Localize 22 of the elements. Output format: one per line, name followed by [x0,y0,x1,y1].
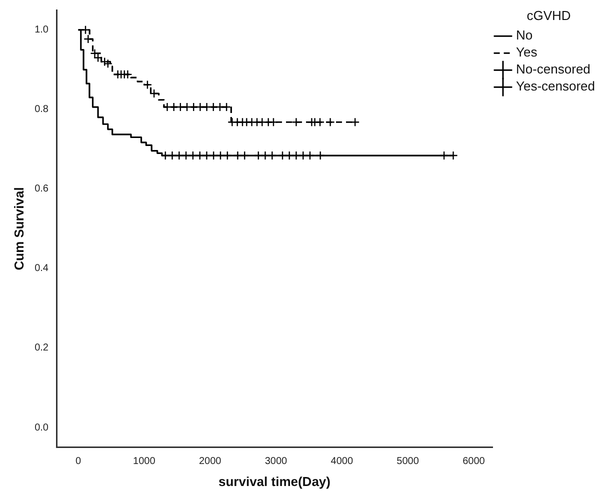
x-tick-label: 6000 [462,456,486,468]
legend-title: cGVHD [526,8,571,24]
y-axis-title: Cum Survival [11,187,26,270]
y-tick-label: 0.8 [34,104,49,116]
y-tick-label: 0.0 [34,422,49,434]
x-tick-label: 1000 [133,456,156,468]
point [103,59,113,68]
x-tick-label: 3000 [264,456,288,468]
y-tick-label: 0.4 [34,263,49,274]
legend-label: No [516,28,533,43]
legend-label: No-censored [516,62,590,77]
legend-label: Yes-censored [516,78,595,94]
x-tick-label: 5000 [396,456,420,468]
legend-label: Yes [516,44,538,60]
x-tick-label: 0 [75,456,82,468]
point [350,118,360,127]
y-tick-label: 0.2 [34,342,49,354]
x-axis-title: survival time(Day) [218,474,330,489]
x-tick-label: 2000 [198,456,222,468]
y-tick-label: 0.6 [34,184,49,195]
y-tick-label: 1.0 [34,24,49,36]
x-tick-label: 4000 [330,456,354,468]
